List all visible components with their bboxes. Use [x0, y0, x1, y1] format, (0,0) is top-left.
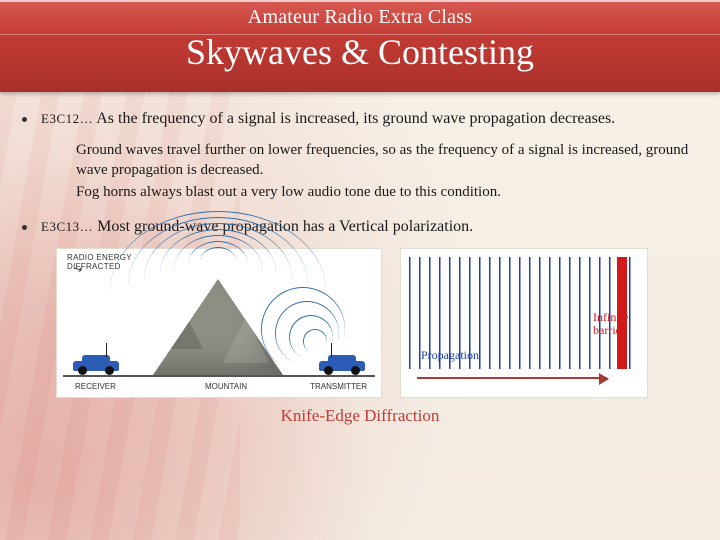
propagation-arrow-icon	[417, 377, 607, 379]
bullet-dot-icon	[22, 225, 27, 230]
header-rule-mid	[0, 34, 720, 35]
sub-line: Fog horns always blast out a very low au…	[76, 182, 698, 202]
label-mountain: MOUNTAIN	[205, 382, 247, 391]
label-transmitter: TRANSMITTER	[310, 382, 367, 391]
figure-row: RADIO ENERGYDIFFRACTED RECEIVER TRANSMIT…	[56, 248, 698, 398]
diffraction-mountain-figure: RADIO ENERGYDIFFRACTED RECEIVER TRANSMIT…	[56, 248, 382, 398]
label-receiver: RECEIVER	[75, 382, 116, 391]
bullet-main-text: As the frequency of a signal is increase…	[93, 110, 615, 127]
label-barrier: Infinite barrier	[593, 311, 641, 337]
bullet-item: E3C12… As the frequency of a signal is i…	[22, 108, 698, 130]
page-title: Skywaves & Contesting	[0, 31, 720, 73]
label-propagation: Propagation	[421, 348, 479, 363]
header-bar: Amateur Radio Extra Class Skywaves & Con…	[0, 0, 720, 92]
bullet-dot-icon	[22, 117, 27, 122]
receiver-car-icon	[73, 357, 119, 375]
ground-line	[63, 375, 375, 377]
transmitter-car-icon	[319, 357, 365, 375]
figure-caption: Knife-Edge Diffraction	[22, 406, 698, 426]
question-code: E3C12…	[41, 111, 93, 126]
supertitle: Amateur Radio Extra Class	[0, 6, 720, 29]
question-code: E3C13…	[41, 219, 93, 234]
header-rule-top	[0, 0, 720, 2]
bullet-text: E3C12… As the frequency of a signal is i…	[41, 108, 698, 130]
bullet-item: E3C13… Most ground-wave propagation has …	[22, 216, 698, 238]
vertical-polarization-figure: Infinite barrier Propagation	[400, 248, 648, 398]
bullet-subtext: Ground waves travel further on lower fre…	[76, 140, 698, 203]
sub-line: Ground waves travel further on lower fre…	[76, 140, 698, 181]
content-area: E3C12… As the frequency of a signal is i…	[0, 92, 720, 436]
